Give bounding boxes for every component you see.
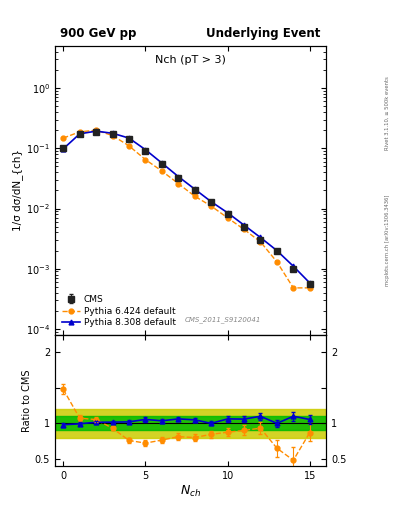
Pythia 6.424 default — [176, 180, 181, 186]
Pythia 6.424 default — [110, 133, 115, 139]
Pythia 8.308 default — [143, 146, 148, 153]
Pythia 8.308 default — [275, 247, 279, 253]
Text: Underlying Event: Underlying Event — [206, 27, 321, 40]
Text: 900 GeV pp: 900 GeV pp — [61, 27, 137, 40]
Line: Pythia 6.424 default: Pythia 6.424 default — [61, 128, 312, 290]
Pythia 8.308 default — [242, 222, 246, 228]
Pythia 8.308 default — [258, 234, 263, 241]
Text: Rivet 3.1.10, ≥ 500k events: Rivet 3.1.10, ≥ 500k events — [385, 76, 390, 150]
Y-axis label: 1/σ dσ/dN_{ch}: 1/σ dσ/dN_{ch} — [12, 150, 23, 231]
Pythia 8.308 default — [307, 280, 312, 286]
Pythia 8.308 default — [94, 128, 99, 134]
Pythia 6.424 default — [127, 143, 131, 149]
Y-axis label: Ratio to CMS: Ratio to CMS — [22, 369, 32, 432]
Pythia 8.308 default — [61, 146, 66, 152]
Pythia 6.424 default — [94, 127, 99, 133]
Pythia 6.424 default — [143, 157, 148, 163]
Line: Pythia 8.308 default: Pythia 8.308 default — [61, 129, 312, 285]
Pythia 6.424 default — [275, 259, 279, 265]
Text: Nch (pT > 3): Nch (pT > 3) — [155, 55, 226, 65]
Pythia 8.308 default — [127, 135, 131, 141]
Pythia 6.424 default — [242, 226, 246, 232]
Pythia 8.308 default — [160, 160, 164, 166]
Text: mcplots.cern.ch [arXiv:1306.3436]: mcplots.cern.ch [arXiv:1306.3436] — [385, 195, 390, 286]
X-axis label: $N_{ch}$: $N_{ch}$ — [180, 483, 201, 499]
Pythia 8.308 default — [110, 130, 115, 136]
Pythia 6.424 default — [258, 239, 263, 245]
Pythia 6.424 default — [291, 285, 296, 291]
Pythia 6.424 default — [77, 129, 82, 135]
Pythia 6.424 default — [307, 285, 312, 291]
Pythia 6.424 default — [225, 215, 230, 221]
Pythia 8.308 default — [209, 199, 213, 205]
Text: CMS_2011_S9120041: CMS_2011_S9120041 — [185, 316, 261, 323]
Pythia 8.308 default — [225, 210, 230, 216]
Pythia 6.424 default — [192, 193, 197, 199]
Pythia 6.424 default — [61, 135, 66, 141]
Pythia 8.308 default — [192, 186, 197, 192]
Pythia 6.424 default — [209, 203, 213, 209]
Pythia 8.308 default — [77, 131, 82, 137]
Pythia 8.308 default — [176, 174, 181, 180]
Pythia 6.424 default — [160, 168, 164, 174]
Legend: CMS, Pythia 6.424 default, Pythia 8.308 default: CMS, Pythia 6.424 default, Pythia 8.308 … — [59, 292, 178, 330]
Pythia 8.308 default — [291, 263, 296, 269]
